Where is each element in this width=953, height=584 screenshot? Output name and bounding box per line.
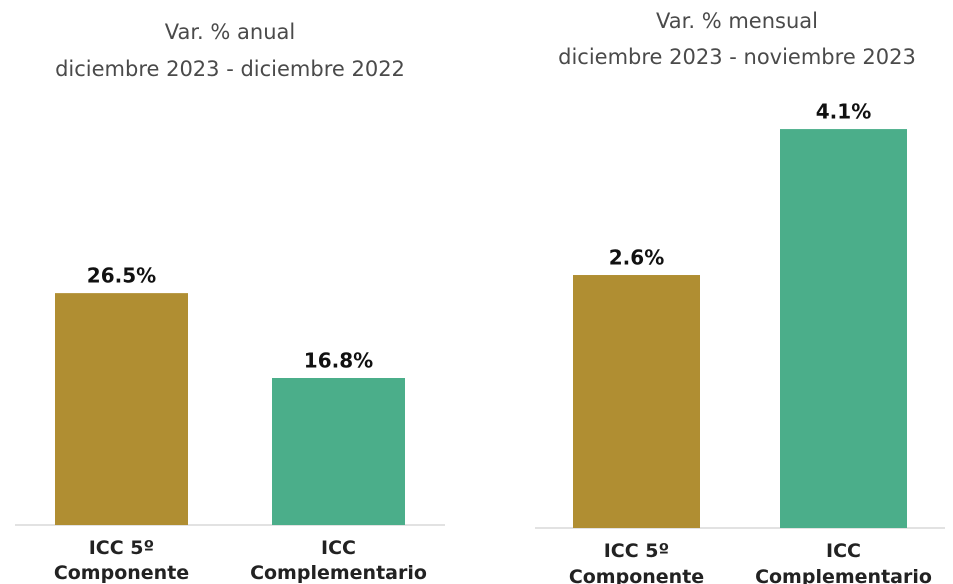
category-line: ICC: [321, 537, 356, 559]
category-label: ICC 5º Componente: [54, 537, 189, 584]
category-line: ICC: [826, 540, 861, 562]
bar: [780, 129, 907, 528]
bar: [272, 378, 405, 525]
value-label: 26.5%: [87, 264, 156, 288]
chart-title: Var. % mensual: [656, 9, 818, 33]
category-line: Complementario: [755, 566, 932, 584]
category-line: Componente: [54, 562, 189, 584]
bar: [55, 293, 188, 525]
value-label: 4.1%: [816, 100, 871, 124]
chart-title: Var. % anual: [165, 20, 295, 44]
category-label: ICC Complementario: [755, 540, 932, 584]
value-label: 2.6%: [609, 246, 664, 270]
chart-subtitle: diciembre 2023 - diciembre 2022: [55, 57, 405, 81]
category-line: ICC 5º: [604, 540, 670, 562]
value-label: 16.8%: [304, 349, 373, 373]
category-label: ICC 5º Componente: [569, 540, 704, 584]
category-label: ICC Complementario: [250, 537, 427, 584]
chart-subtitle: diciembre 2023 - noviembre 2023: [558, 45, 916, 69]
category-line: Complementario: [250, 562, 427, 584]
bar: [573, 275, 700, 528]
category-line: Componente: [569, 566, 704, 584]
category-line: ICC 5º: [89, 537, 155, 559]
